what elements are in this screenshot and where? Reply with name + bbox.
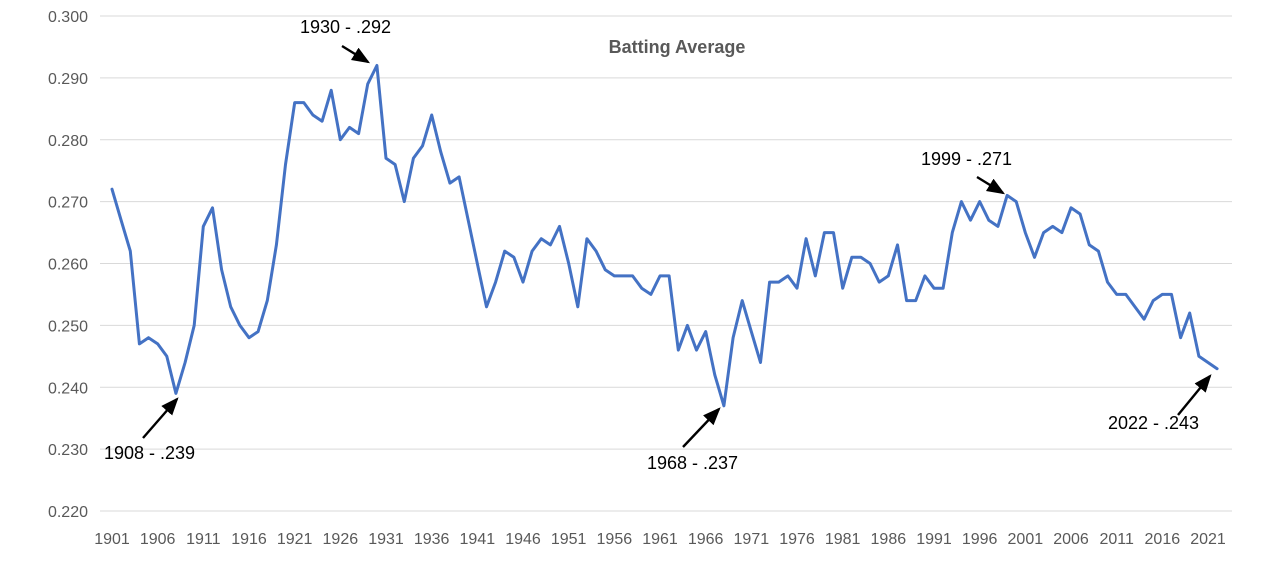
- annotation-arrow: [142, 397, 179, 439]
- y-axis-tick-label: 0.250: [48, 318, 88, 335]
- annotation-arrows: [142, 44, 1212, 448]
- x-axis-tick-label: 2001: [1008, 531, 1044, 548]
- chart-title: Batting Average: [608, 37, 746, 57]
- x-axis-tick-label: 1971: [734, 531, 770, 548]
- x-axis-tick-label: 1936: [414, 531, 450, 548]
- annotation-1930-peak: 1930 - .292: [300, 17, 392, 37]
- x-axis-tick-label: 2011: [1099, 531, 1134, 548]
- annotation-arrow: [1177, 374, 1212, 416]
- gridlines: [100, 15, 1232, 512]
- x-axis-tick-label: 1951: [551, 531, 587, 548]
- annotation-arrow: [976, 175, 1006, 195]
- annotation-1908-low: 1908 - .239: [104, 443, 196, 463]
- x-axis-tick-label: 1906: [140, 531, 176, 548]
- y-axis-tick-label: 0.260: [48, 257, 88, 274]
- x-axis-tick-label: 1946: [505, 531, 541, 548]
- annotation-arrow: [682, 407, 721, 448]
- annotation-1968-low: 1968 - .237: [647, 453, 739, 473]
- y-axis-tick-label: 0.280: [48, 133, 88, 150]
- annotation-2022-end: 2022 - .243: [1108, 413, 1200, 433]
- x-axis-tick-label: 1941: [460, 531, 496, 548]
- x-axis-tick-label: 1926: [323, 531, 359, 548]
- x-axis-tick-label: 1956: [597, 531, 633, 548]
- x-axis-tick-label: 2006: [1053, 531, 1089, 548]
- y-axis-tick-label: 0.220: [48, 504, 88, 521]
- y-axis-tick-label: 0.270: [48, 195, 88, 212]
- x-axis-tick-label: 1901: [94, 531, 130, 548]
- x-axis-tick-label: 1911: [186, 531, 221, 548]
- x-axis-tick-label: 1981: [825, 531, 861, 548]
- x-axis-tick-label: 1976: [779, 531, 815, 548]
- y-axis-tick-label: 0.300: [48, 9, 88, 26]
- x-axis-tick-label: 1991: [916, 531, 952, 548]
- annotation-1999-peak: 1999 - .271: [921, 149, 1013, 169]
- x-axis-labels: 1901 1906 1911 1916 1921 1926 1931 1936 1941 1946…: [94, 531, 1226, 548]
- y-axis-labels: 0.300 0.290 0.280 0.270 0.260 0.250 0.240 0.230…: [48, 9, 88, 521]
- x-axis-tick-label: 1986: [871, 531, 907, 548]
- x-axis-tick-label: 2016: [1145, 531, 1181, 548]
- annotation-arrow: [341, 44, 371, 64]
- x-axis-tick-label: 1961: [642, 531, 678, 548]
- x-axis-tick-label: 2021: [1190, 531, 1226, 548]
- y-axis-tick-label: 0.240: [48, 380, 88, 397]
- y-axis-tick-label: 0.230: [48, 442, 88, 459]
- x-axis-tick-label: 1996: [962, 531, 998, 548]
- x-axis-tick-label: 1931: [368, 531, 404, 548]
- y-axis-tick-label: 0.290: [48, 71, 88, 88]
- x-axis-tick-label: 1916: [231, 531, 267, 548]
- x-axis-tick-label: 1921: [277, 531, 313, 548]
- x-axis-tick-label: 1966: [688, 531, 724, 548]
- batting-average-line: [110, 64, 1219, 408]
